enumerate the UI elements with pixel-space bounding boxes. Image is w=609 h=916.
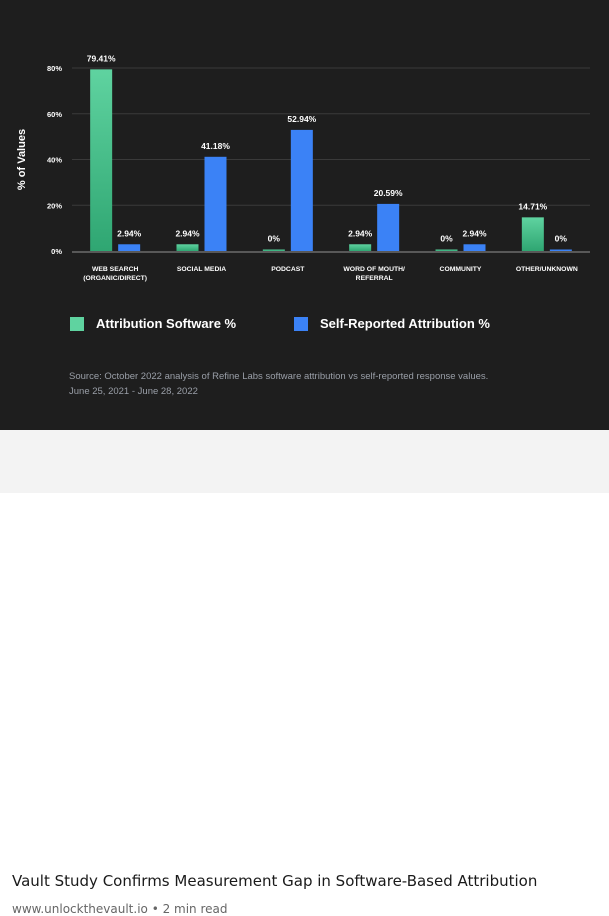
chart-legend: Attribution Software % Self-Reported Att…: [70, 316, 590, 338]
data-label: 0%: [268, 234, 281, 244]
y-tick-label: 60%: [47, 110, 62, 119]
bar-self-reported: [377, 203, 400, 251]
data-label: 0%: [555, 234, 568, 244]
x-tick-label: WEB SEARCH: [92, 266, 139, 273]
legend-item-attribution-software: Attribution Software %: [70, 316, 236, 331]
data-label: 14.71%: [518, 201, 547, 211]
legend-swatch-blue: [294, 316, 308, 331]
y-tick-label: 40%: [47, 156, 62, 165]
source-text: Source: October 2022 analysis of Refine …: [69, 371, 489, 382]
bar-self-reported: [204, 156, 227, 251]
data-label: 0%: [440, 234, 453, 244]
source-dates: June 25, 2021 - June 28, 2022: [69, 386, 198, 397]
chart-image: 0% 20% 40% 60% 80% % of Values 79.41% 2.94% WEB …: [0, 0, 609, 430]
data-label: 2.94%: [117, 228, 142, 238]
data-label: 2.94%: [175, 228, 200, 238]
caption-bar[interactable]: Vault Study Confirms Measurement Gap in …: [0, 430, 609, 916]
x-tick-label: PODCAST: [271, 266, 305, 273]
y-tick-label: 0%: [51, 247, 62, 256]
bar-attribution-software: [176, 244, 199, 251]
bar-attribution-software: [90, 69, 113, 251]
y-tick-label: 80%: [47, 64, 62, 73]
bar-chart: 0% 20% 40% 60% 80% % of Values 79.41% 2.94% WEB …: [16, 53, 590, 282]
bar-attribution-software: [262, 249, 285, 251]
legend-label: Attribution Software %: [96, 316, 237, 331]
chart-source-note: Source: October 2022 analysis of Refine …: [69, 369, 529, 399]
data-label: 2.94%: [462, 228, 487, 238]
data-label: 20.59%: [374, 188, 403, 198]
data-label: 79.41%: [87, 53, 116, 63]
bar-attribution-software: [435, 249, 458, 251]
x-tick-label: WORD OF MOUTH/: [343, 266, 405, 273]
legend-swatch-green: [70, 316, 84, 331]
bar-self-reported: [549, 249, 572, 251]
x-tick-label: COMMUNITY: [440, 266, 482, 273]
data-label: 2.94%: [348, 228, 373, 238]
bar-attribution-software: [349, 244, 372, 251]
x-tick-label: REFERRAL: [356, 275, 393, 282]
article-title[interactable]: Vault Study Confirms Measurement Gap in …: [12, 872, 538, 890]
x-tick-label: SOCIAL MEDIA: [177, 266, 226, 273]
data-label: 41.18%: [201, 141, 230, 151]
legend-label: Self-Reported Attribution %: [320, 316, 490, 331]
data-label: 52.94%: [287, 114, 316, 124]
legend-item-self-reported: Self-Reported Attribution %: [294, 316, 490, 331]
article-meta: www.unlockthevault.io • 2 min read: [12, 902, 228, 916]
y-axis-title: % of Values: [16, 129, 28, 190]
x-tick-label: OTHER/UNKNOWN: [516, 266, 578, 273]
bar-self-reported: [463, 244, 486, 251]
bar-attribution-software: [521, 217, 544, 251]
bar-self-reported: [290, 129, 313, 251]
x-tick-label: (ORGANIC/DIRECT): [83, 275, 147, 282]
bar-self-reported: [118, 244, 141, 251]
y-tick-label: 20%: [47, 201, 62, 210]
